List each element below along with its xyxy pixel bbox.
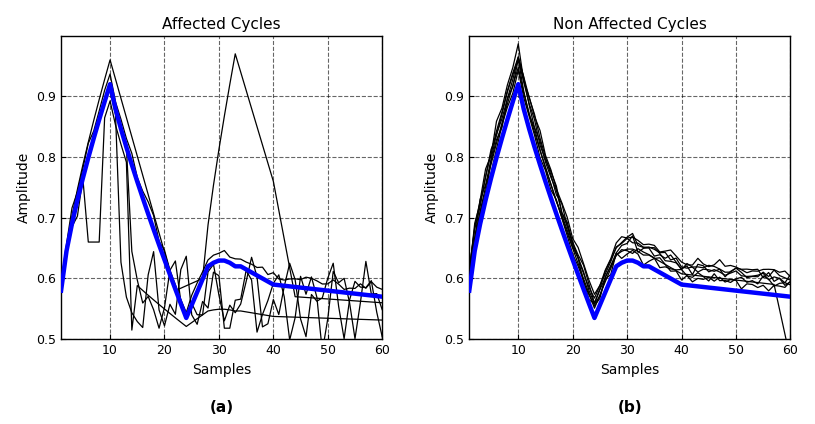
Text: (b): (b): [618, 400, 642, 415]
X-axis label: Samples: Samples: [600, 363, 659, 377]
Y-axis label: Amplitude: Amplitude: [16, 152, 31, 223]
X-axis label: Samples: Samples: [192, 363, 251, 377]
Y-axis label: Amplitude: Amplitude: [425, 152, 438, 223]
Title: Affected Cycles: Affected Cycles: [162, 17, 281, 32]
Title: Non Affected Cycles: Non Affected Cycles: [553, 17, 707, 32]
Text: (a): (a): [209, 400, 234, 415]
